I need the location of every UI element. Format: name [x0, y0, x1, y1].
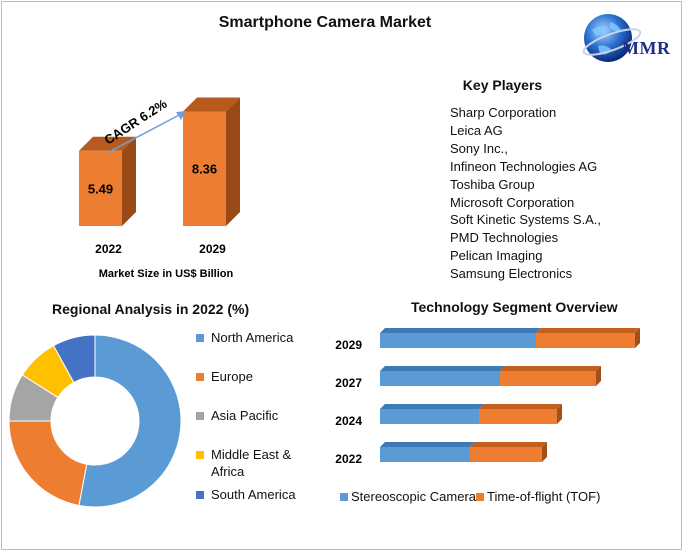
- bar: [183, 111, 226, 226]
- bar-top: [380, 328, 541, 333]
- technology-bars: 2029 2027 2024 2022: [335, 328, 640, 466]
- list-item: Sharp Corporation: [450, 105, 557, 120]
- bar-side: [557, 404, 562, 424]
- list-item: Sony Inc.,: [450, 140, 508, 156]
- bar-top: [380, 442, 475, 447]
- legend-label: Europe: [211, 369, 253, 384]
- bar-segment: [380, 371, 500, 386]
- bar-segment: [479, 409, 557, 424]
- donut-slice: [8, 420, 88, 507]
- y-tick-label: 2027: [335, 376, 362, 390]
- bar-side: [542, 442, 547, 462]
- legend-label: Middle East & Africa: [211, 447, 292, 479]
- donut-slice: [52, 334, 96, 384]
- list-item: Microsoft Corporation: [450, 194, 575, 210]
- bar-top: [479, 404, 562, 409]
- list-item: Infineon Technologies AG: [450, 158, 598, 174]
- legend-swatch: [196, 373, 204, 381]
- regional-donut: [8, 334, 182, 508]
- logo-text: MMR: [622, 38, 671, 58]
- x-tick-label: 2029: [199, 242, 226, 256]
- page-title: Smartphone Camera Market: [218, 14, 432, 31]
- bar-segment: [470, 447, 542, 462]
- list-item: Soft Kinetic Systems S.A.,: [450, 212, 601, 228]
- regional-chart-title: Regional Analysis in 2022 (%): [52, 301, 250, 317]
- bar-data-label: 5.49: [88, 181, 113, 196]
- globe-logo-icon: [582, 14, 642, 62]
- bar-top: [536, 328, 640, 333]
- y-tick-label: 2029: [335, 338, 362, 352]
- legend-label: Time-of-flight (TOF): [487, 489, 601, 504]
- bar-side: [596, 366, 601, 386]
- bar: [79, 150, 122, 226]
- mmr-logo: [568, 8, 680, 68]
- bar-top: [183, 97, 240, 112]
- list-item: Leica AG: [450, 122, 503, 138]
- list-item: Samsung Electronics: [450, 266, 573, 282]
- bar-top: [79, 136, 136, 151]
- legend-swatch: [196, 491, 204, 499]
- y-tick-label: 2022: [335, 452, 362, 466]
- bar-top: [380, 366, 505, 371]
- bar-side: [226, 97, 240, 226]
- legend-swatch: [196, 412, 204, 420]
- donut-slice: [78, 334, 182, 508]
- list-item: Toshiba Group: [450, 176, 535, 192]
- legend-label: Asia Pacific: [211, 408, 279, 423]
- bar-segment: [380, 447, 470, 462]
- bar-top: [380, 404, 484, 409]
- key-players-list: Sharp Corporation Leica AG Sony Inc., In…: [450, 104, 601, 283]
- bar-data-label: 8.36: [192, 162, 217, 177]
- legend-swatch: [340, 493, 348, 501]
- legend-swatch: [196, 451, 204, 459]
- key-players-title: Key Players: [462, 77, 543, 93]
- list-item: PMD Technologies: [450, 230, 559, 246]
- bar-top: [500, 366, 601, 371]
- cagr-arrow: [106, 111, 186, 154]
- legend-label: North America: [211, 330, 294, 345]
- bar-segment: [380, 409, 479, 424]
- bar-side: [635, 328, 640, 348]
- x-axis-label: Market Size in US$ Billion: [99, 268, 234, 280]
- legend-label: Stereoscopic Camera: [351, 489, 476, 504]
- legend-swatch: [476, 493, 484, 501]
- y-tick-label: 2024: [335, 414, 362, 428]
- bar-segment: [380, 333, 536, 348]
- bar-top: [470, 442, 547, 447]
- x-tick-label: 2022: [95, 242, 122, 256]
- technology-chart-title: Technology Segment Overview: [411, 299, 618, 315]
- legend-label: South America: [211, 487, 296, 502]
- list-item: Pelican Imaging: [450, 248, 543, 264]
- bar-segment: [500, 371, 596, 386]
- bar-side: [122, 136, 136, 226]
- legend-swatch: [196, 334, 204, 342]
- bar-segment: [536, 333, 635, 348]
